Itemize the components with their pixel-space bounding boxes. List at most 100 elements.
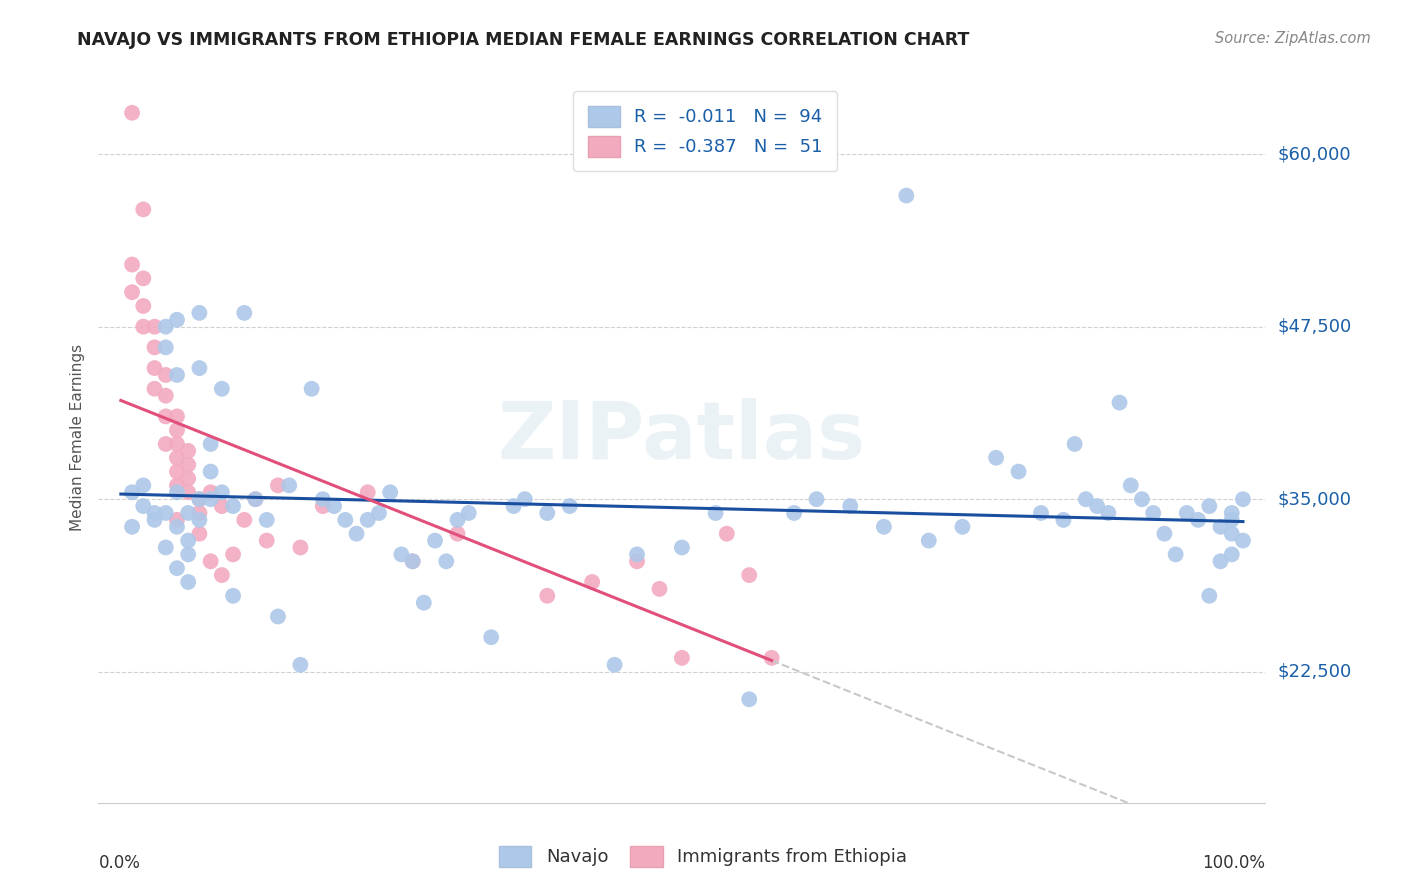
Point bbox=[401, 554, 423, 568]
Point bbox=[513, 492, 536, 507]
Point bbox=[155, 340, 177, 354]
Point bbox=[312, 492, 335, 507]
Point bbox=[357, 513, 380, 527]
Point bbox=[984, 450, 1007, 465]
Point bbox=[278, 478, 301, 492]
Point bbox=[155, 437, 177, 451]
Point bbox=[177, 485, 200, 500]
Point bbox=[1164, 548, 1187, 562]
Point bbox=[1052, 513, 1074, 527]
Point bbox=[368, 506, 391, 520]
Point bbox=[245, 492, 267, 507]
Point bbox=[177, 443, 200, 458]
Point bbox=[155, 319, 177, 334]
Point bbox=[346, 526, 368, 541]
Point bbox=[200, 437, 222, 451]
Point bbox=[233, 306, 256, 320]
Point bbox=[738, 568, 761, 582]
Point bbox=[446, 513, 468, 527]
Point bbox=[121, 485, 143, 500]
Point bbox=[1220, 506, 1243, 520]
Point bbox=[896, 188, 918, 202]
Point bbox=[132, 499, 155, 513]
Point bbox=[245, 492, 267, 507]
Point bbox=[457, 506, 479, 520]
Point bbox=[155, 409, 177, 424]
Text: $35,000: $35,000 bbox=[1277, 491, 1351, 508]
Point bbox=[188, 306, 211, 320]
Point bbox=[177, 458, 200, 472]
Point bbox=[806, 492, 828, 507]
Point bbox=[1187, 513, 1209, 527]
Point bbox=[380, 485, 402, 500]
Point bbox=[143, 382, 166, 396]
Point bbox=[1232, 533, 1254, 548]
Point bbox=[222, 589, 245, 603]
Point bbox=[290, 657, 312, 672]
Point bbox=[132, 271, 155, 285]
Point bbox=[121, 285, 143, 300]
Point bbox=[143, 340, 166, 354]
Point bbox=[873, 520, 896, 534]
Point bbox=[177, 506, 200, 520]
Point bbox=[1209, 554, 1232, 568]
Point bbox=[155, 368, 177, 382]
Point bbox=[188, 526, 211, 541]
Point bbox=[267, 478, 290, 492]
Point bbox=[1232, 492, 1254, 507]
Point bbox=[783, 506, 806, 520]
Point bbox=[1198, 589, 1220, 603]
Point bbox=[256, 533, 278, 548]
Point bbox=[1198, 499, 1220, 513]
Point bbox=[1085, 499, 1108, 513]
Point bbox=[222, 548, 245, 562]
Point bbox=[177, 471, 200, 485]
Point bbox=[357, 485, 380, 500]
Point bbox=[1063, 437, 1085, 451]
Point bbox=[1220, 548, 1243, 562]
Point bbox=[704, 506, 727, 520]
Point bbox=[166, 465, 188, 479]
Point bbox=[200, 554, 222, 568]
Point bbox=[188, 492, 211, 507]
Text: ZIPatlas: ZIPatlas bbox=[498, 398, 866, 476]
Text: Source: ZipAtlas.com: Source: ZipAtlas.com bbox=[1215, 31, 1371, 46]
Point bbox=[166, 485, 188, 500]
Point bbox=[389, 548, 412, 562]
Point bbox=[952, 520, 974, 534]
Point bbox=[839, 499, 862, 513]
Point bbox=[1074, 492, 1097, 507]
Point bbox=[166, 437, 188, 451]
Point bbox=[166, 368, 188, 382]
Point bbox=[143, 513, 166, 527]
Point bbox=[121, 105, 143, 120]
Point bbox=[290, 541, 312, 555]
Point bbox=[401, 554, 423, 568]
Point bbox=[1209, 520, 1232, 534]
Point bbox=[267, 609, 290, 624]
Point bbox=[1153, 526, 1175, 541]
Point bbox=[1220, 513, 1243, 527]
Point bbox=[1007, 465, 1029, 479]
Point bbox=[188, 506, 211, 520]
Point bbox=[121, 258, 143, 272]
Point bbox=[479, 630, 502, 644]
Point bbox=[211, 499, 233, 513]
Point bbox=[166, 450, 188, 465]
Point bbox=[200, 465, 222, 479]
Text: 0.0%: 0.0% bbox=[98, 854, 141, 872]
Y-axis label: Median Female Earnings: Median Female Earnings bbox=[70, 343, 86, 531]
Point bbox=[626, 548, 648, 562]
Point bbox=[143, 361, 166, 376]
Text: $47,500: $47,500 bbox=[1277, 318, 1351, 335]
Point bbox=[200, 492, 222, 507]
Text: $22,500: $22,500 bbox=[1277, 663, 1351, 681]
Point bbox=[626, 554, 648, 568]
Point bbox=[536, 589, 558, 603]
Point bbox=[335, 513, 357, 527]
Point bbox=[222, 499, 245, 513]
Point bbox=[143, 319, 166, 334]
Point bbox=[166, 409, 188, 424]
Point bbox=[648, 582, 671, 596]
Point bbox=[200, 485, 222, 500]
